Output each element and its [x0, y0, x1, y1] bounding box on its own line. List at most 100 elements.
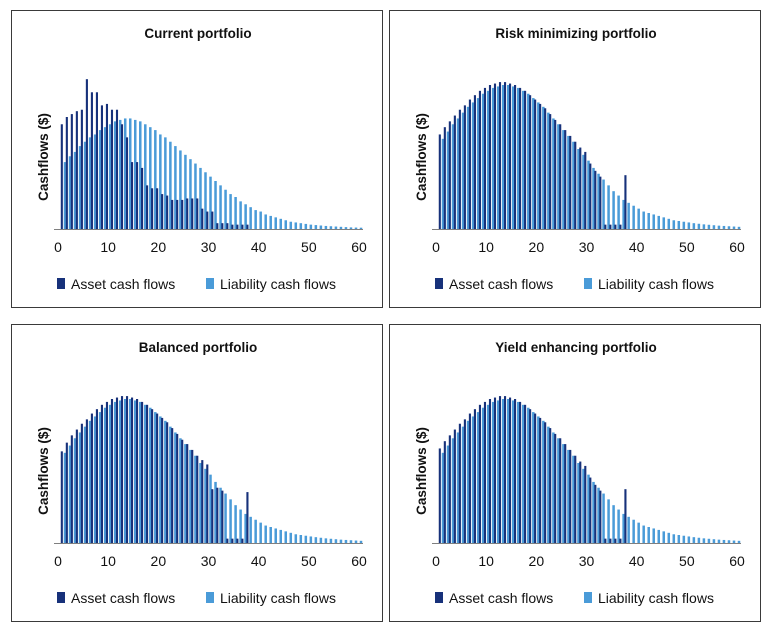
liability-bar [607, 185, 610, 229]
asset-bar [599, 490, 602, 543]
x-tick-label: 60 [729, 553, 745, 569]
liability-bar [441, 138, 445, 229]
legend-label-asset: Asset cash flows [71, 276, 175, 292]
legend: Asset cash flows Liability cash flows [435, 276, 714, 292]
asset-bar [125, 137, 129, 229]
liability-bar [557, 438, 560, 543]
chart-title: Current portfolio [144, 26, 251, 41]
x-tick-label: 40 [629, 239, 645, 255]
asset-bar [529, 95, 532, 230]
liability-bar [144, 404, 147, 543]
liability-bar [547, 426, 550, 543]
asset-bar [146, 185, 149, 229]
liability-bar [88, 137, 92, 229]
x-tick-label: 30 [579, 239, 595, 255]
liability-bar [562, 130, 565, 229]
asset-bar [120, 396, 124, 543]
asset-bar [498, 82, 502, 229]
liability-bar [627, 516, 630, 543]
liability-bar [587, 160, 590, 229]
asset-bar [156, 188, 159, 229]
x-tick-label: 0 [432, 553, 440, 569]
x-tick-label: 60 [729, 239, 745, 255]
asset-bar [609, 538, 612, 543]
x-tick-label: 50 [679, 239, 695, 255]
liability-bar [339, 226, 343, 229]
legend-label-liability: Liability cash flows [220, 590, 336, 606]
liability-bar [118, 400, 122, 543]
y-axis-label: Cashflows ($) [36, 427, 51, 515]
liability-bar [254, 519, 257, 543]
asset-bar [171, 199, 174, 229]
liability-bar [169, 426, 172, 543]
x-axis-ticks: 0 10 20 30 40 50 60 [54, 239, 367, 255]
liability-bar [134, 400, 137, 543]
asset-bar [221, 223, 224, 229]
asset-bar [488, 399, 492, 543]
liability-bar [63, 452, 67, 543]
liability-bar [174, 432, 177, 543]
liability-bar [491, 401, 495, 543]
liability-bar [532, 98, 535, 229]
chart-panel-current: Current portfolio Cashflows ($) 0 10 20 30 4… [11, 10, 383, 308]
liability-bar [139, 121, 142, 229]
liability-bar [451, 124, 455, 229]
asset-bar [146, 404, 149, 543]
x-tick-label: 20 [151, 239, 167, 255]
liability-bar [93, 134, 97, 229]
liability-bar [582, 154, 585, 229]
asset-bar [216, 487, 219, 543]
liability-bar [712, 225, 716, 229]
asset-bar [443, 441, 446, 543]
liability-bar [552, 432, 555, 543]
liability-bar [727, 226, 731, 229]
liability-bar [602, 493, 605, 543]
liability-bar [632, 519, 635, 543]
x-tick-label: 50 [301, 553, 317, 569]
plot-area [438, 396, 741, 543]
plot-area [438, 82, 741, 230]
asset-bar [453, 429, 456, 543]
liability-bar [587, 474, 590, 543]
liability-bar [299, 535, 303, 543]
asset-bar [448, 121, 451, 229]
asset-bar [100, 404, 103, 543]
x-tick-label: 0 [54, 239, 62, 255]
liability-bar [214, 481, 217, 543]
asset-bar [569, 135, 572, 229]
liability-bar [662, 531, 666, 543]
liability-bar [737, 226, 741, 229]
liability-bar [692, 223, 696, 229]
liability-bar [179, 438, 182, 543]
x-tick-label: 20 [151, 553, 167, 569]
liability-bar [229, 499, 232, 543]
x-axis-ticks: 0 10 20 30 40 50 60 [54, 553, 367, 569]
plot-area [60, 396, 363, 543]
asset-bar [151, 188, 154, 229]
liability-bar [697, 223, 701, 229]
liability-bar [506, 85, 510, 229]
asset-bar [196, 455, 199, 543]
asset-bar [60, 451, 63, 543]
asset-bar [579, 147, 582, 229]
y-axis-label: Cashflows ($) [414, 113, 429, 201]
x-axis-ticks: 0 10 20 30 40 50 60 [432, 239, 745, 255]
liability-bar [637, 208, 640, 229]
liability-bar [697, 537, 701, 543]
liability-bar [512, 86, 515, 229]
liability-bar [552, 118, 555, 229]
liability-bar [309, 224, 313, 229]
legend-label-liability: Liability cash flows [220, 276, 336, 292]
y-axis-label: Cashflows ($) [414, 427, 429, 515]
asset-bar [574, 455, 577, 543]
x-tick-label: 60 [351, 239, 367, 255]
liability-bar [567, 135, 570, 229]
liability-bar [78, 146, 82, 229]
liability-bar [662, 217, 666, 229]
legend: Asset cash flows Liability cash flows [435, 590, 714, 606]
asset-bar [594, 484, 597, 543]
liability-bar [88, 420, 92, 543]
liability-bar [359, 540, 363, 543]
asset-bar [544, 108, 547, 229]
asset-bar [151, 409, 154, 543]
